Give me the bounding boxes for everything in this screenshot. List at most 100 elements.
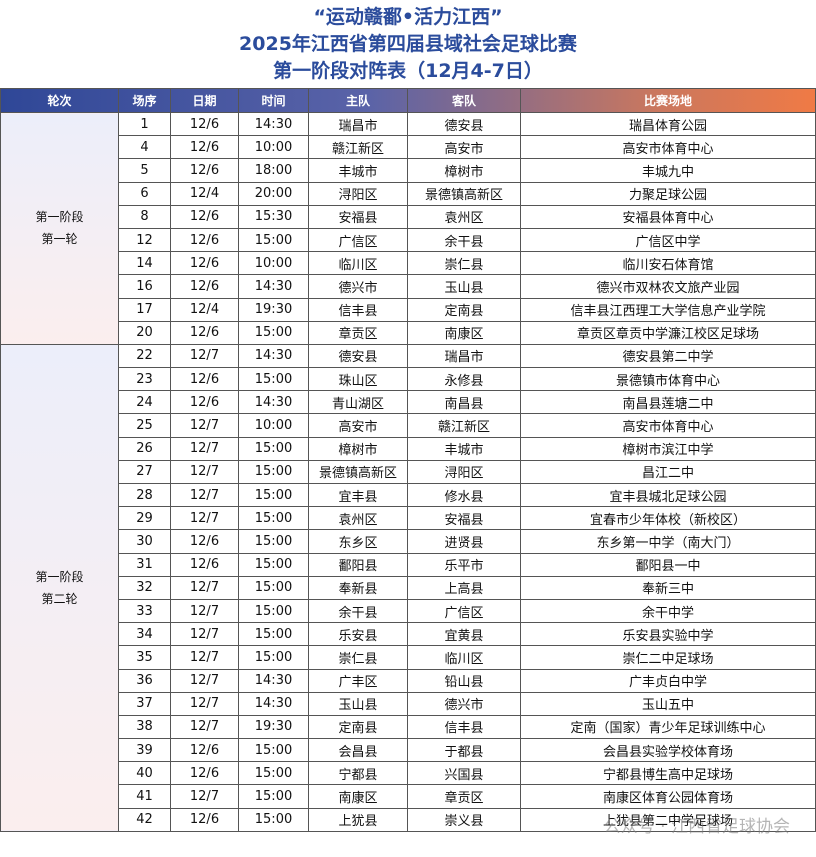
match-row: 42 12/6 15:00 上犹县 崇义县 上犹县第二中学足球场 <box>1 807 816 832</box>
cell: 12/6 <box>170 274 239 299</box>
cell: 15:00 <box>238 761 309 786</box>
cell: 会昌县实验学校体育场 <box>520 738 816 763</box>
cell: 12/4 <box>170 297 239 322</box>
match-row: 32 12/7 15:00 奉新县 上高县 奉新三中 <box>1 575 816 600</box>
cell: 12/7 <box>170 714 239 740</box>
cell: 鄱阳县 <box>308 552 408 577</box>
cell: 信丰县 <box>308 297 408 322</box>
table-body: 第一阶段 第一轮 1 12/6 14:30 瑞昌市 德安县 瑞昌体育公园 4 12/6 10:00 赣… <box>0 111 816 832</box>
cell: 15:00 <box>238 459 309 485</box>
cell: 南康区体育公园体育场 <box>520 784 816 809</box>
cell: 29 <box>118 506 171 531</box>
cell: 袁州区 <box>407 204 521 229</box>
cell: 永修县 <box>407 367 521 392</box>
cell: 15:00 <box>238 227 309 253</box>
match-row: 6 12/4 20:00 浔阳区 景德镇高新区 力聚足球公园 <box>1 181 816 206</box>
cell: 15:00 <box>238 552 309 577</box>
cell: 12/7 <box>170 343 239 369</box>
cell: 14:30 <box>238 111 309 137</box>
cell: 15:00 <box>238 784 309 809</box>
cell: 安福县 <box>407 506 521 531</box>
match-row: 26 12/7 15:00 樟树市 丰城市 樟树市滨江中学 <box>1 436 816 461</box>
header-cell: 时间 <box>238 88 309 113</box>
cell: 东乡第一中学（南大门） <box>520 529 816 554</box>
cell: 42 <box>118 807 171 832</box>
cell: 景德镇高新区 <box>407 181 521 206</box>
cell: 12/6 <box>170 552 239 577</box>
watermark: 公众号 · 江西省足球协会 <box>603 817 790 837</box>
cell: 15:00 <box>238 436 309 461</box>
cell: 瑞昌市 <box>407 343 521 369</box>
cell: 袁州区 <box>308 506 408 531</box>
cell: 38 <box>118 714 171 740</box>
match-row: 34 12/7 15:00 乐安县 宜黄县 乐安县实验中学 <box>1 622 816 647</box>
header-cell: 比赛场地 <box>520 88 816 113</box>
match-row: 17 12/4 19:30 信丰县 定南县 信丰县江西理工大学信息产业学院 <box>1 297 816 322</box>
cell: 12/6 <box>170 807 239 832</box>
cell: 上犹县 <box>308 807 408 832</box>
cell: 12 <box>118 227 171 253</box>
cell: 崇仁二中足球场 <box>520 645 816 670</box>
match-row: 20 12/6 15:00 章贡区 南康区 章贡区章贡中学濂江校区足球场 <box>1 320 816 345</box>
cell: 4 <box>118 135 171 160</box>
cell: 15:00 <box>238 367 309 392</box>
cell: 6 <box>118 181 171 206</box>
cell: 丰城市 <box>407 436 521 461</box>
cell: 宜春市少年体校（新校区） <box>520 506 816 531</box>
cell: 瑞昌市 <box>308 111 408 137</box>
cell: 樟树市 <box>308 436 408 461</box>
cell: 12/6 <box>170 158 239 183</box>
cell: 临川区 <box>407 645 521 670</box>
cell: 12/6 <box>170 761 239 786</box>
cell: 40 <box>118 761 171 786</box>
cell: 14 <box>118 251 171 276</box>
cell: 于都县 <box>407 738 521 763</box>
cell: 15:00 <box>238 482 309 508</box>
title-block: “运动赣鄱•活力江西” 2025年江西省第四届县域社会足球比赛 第一阶段对阵表（… <box>0 0 816 88</box>
cell: 安福县体育中心 <box>520 204 816 229</box>
cell: 丰城市 <box>308 158 408 183</box>
cell: 15:00 <box>238 529 309 554</box>
cell: 12/6 <box>170 738 239 763</box>
cell: 广信区 <box>308 227 408 253</box>
cell: 鄱阳县一中 <box>520 552 816 577</box>
match-row: 12 12/6 15:00 广信区 余干县 广信区中学 <box>1 227 816 253</box>
cell: 玉山县 <box>308 691 408 716</box>
cell: 12/7 <box>170 459 239 485</box>
cell: 信丰县江西理工大学信息产业学院 <box>520 297 816 322</box>
match-row: 37 12/7 14:30 玉山县 德兴市 玉山五中 <box>1 691 816 716</box>
cell: 12/7 <box>170 575 239 600</box>
cell: 10:00 <box>238 251 309 276</box>
match-row: 5 12/6 18:00 丰城市 樟树市 丰城九中 <box>1 158 816 183</box>
cell: 安福县 <box>308 204 408 229</box>
cell: 12/7 <box>170 436 239 461</box>
cell: 临川区 <box>308 251 408 276</box>
cell: 宁都县 <box>308 761 408 786</box>
cell: 高安市 <box>308 413 408 438</box>
cell: 宁都县博生高中足球场 <box>520 761 816 786</box>
cell: 广信区中学 <box>520 227 816 253</box>
match-row: 41 12/7 15:00 南康区 章贡区 南康区体育公园体育场 <box>1 784 816 809</box>
cell: 铅山县 <box>407 668 521 693</box>
cell: 12/7 <box>170 691 239 716</box>
match-row: 第一阶段 第一轮 1 12/6 14:30 瑞昌市 德安县 瑞昌体育公园 <box>0 111 816 345</box>
cell: 德安县 <box>407 111 521 137</box>
match-row: 30 12/6 15:00 东乡区 进贤县 东乡第一中学（南大门） <box>1 529 816 554</box>
round-label: 第一阶段 <box>35 210 84 225</box>
cell: 兴国县 <box>407 761 521 786</box>
title-line: 2025年江西省第四届县域社会足球比赛 <box>239 32 577 55</box>
match-row: 39 12/6 15:00 会昌县 于都县 会昌县实验学校体育场 <box>1 738 816 763</box>
cell: 景德镇高新区 <box>308 459 408 485</box>
cell: 会昌县 <box>308 738 408 763</box>
cell: 32 <box>118 575 171 600</box>
header-cell: 场序 <box>118 88 171 113</box>
cell: 高安市体育中心 <box>520 135 816 160</box>
cell: 章贡区 <box>407 784 521 809</box>
cell: 14:30 <box>238 390 309 415</box>
cell: 玉山五中 <box>520 691 816 716</box>
cell: 41 <box>118 784 171 809</box>
cell: 23 <box>118 367 171 392</box>
cell: 31 <box>118 552 171 577</box>
cell: 15:00 <box>238 598 309 624</box>
cell: 高安市 <box>407 135 521 160</box>
